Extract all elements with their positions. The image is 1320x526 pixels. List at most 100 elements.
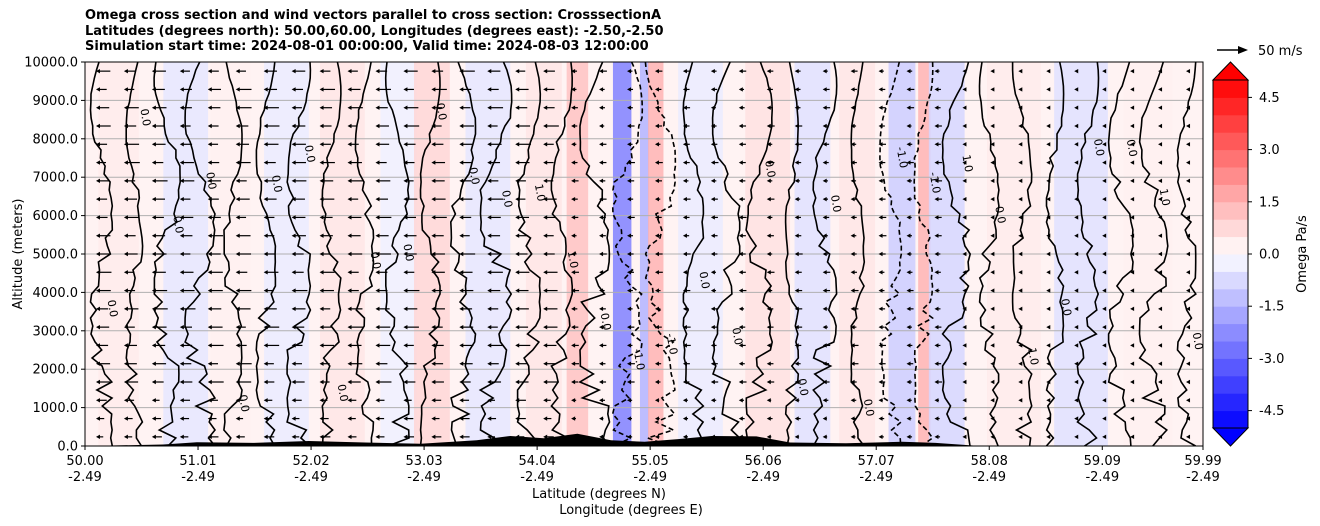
wind-vector-head	[794, 251, 799, 257]
wind-vector-head	[319, 105, 324, 110]
wind-vector-head	[738, 379, 743, 385]
wind-vector-head	[1130, 416, 1135, 421]
wind-vector-head	[934, 105, 939, 110]
wind-vector-head	[151, 306, 156, 312]
wind-vector-head	[179, 68, 184, 74]
wind-vector-head	[878, 398, 883, 403]
wind-vector-head	[1102, 215, 1107, 220]
wind-vector-head	[766, 160, 771, 165]
wind-vector-head	[850, 434, 855, 440]
contour-label: 1.0	[1157, 187, 1173, 206]
wind-vector-head	[459, 306, 464, 312]
y-tick-label: 5000.0	[33, 248, 79, 263]
wind-vector-head	[487, 251, 492, 257]
wind-vector-head	[571, 142, 576, 147]
wind-vector-head	[822, 251, 827, 257]
wind-vector-head	[934, 361, 939, 366]
wind-vector-head	[347, 196, 352, 202]
wind-vector-head	[1018, 288, 1023, 293]
wind-vector-head	[207, 196, 212, 202]
wind-vector-head	[1102, 416, 1107, 421]
wind-vector-head	[1046, 343, 1051, 348]
wind-vector-head	[1158, 160, 1163, 165]
wind-vector-head	[766, 68, 771, 74]
x-tick-label-lat: 58.08	[971, 454, 1008, 469]
wind-vector-head	[403, 233, 408, 238]
wind-vector-head	[151, 87, 156, 92]
wind-vector-head	[850, 142, 855, 147]
wind-vector-head	[627, 306, 632, 312]
wind-vector-head	[207, 178, 212, 184]
wind-vector-head	[1130, 324, 1135, 330]
wind-vector-head	[95, 68, 100, 74]
wind-vector-head	[878, 270, 883, 275]
wind-vector-head	[1102, 398, 1107, 403]
wind-vector-head	[654, 434, 659, 440]
wind-vector-head	[459, 343, 464, 348]
wind-vector-head	[207, 105, 212, 110]
wind-vector-head	[179, 398, 184, 403]
wind-vector-head	[459, 178, 464, 184]
wind-vector-head	[990, 160, 995, 165]
wind-vector-head	[263, 68, 268, 74]
wind-vector-head	[934, 398, 939, 403]
wind-vector-head	[179, 123, 184, 129]
wind-vector-head	[375, 251, 380, 257]
wind-vector-head	[571, 233, 576, 238]
wind-vector-head	[1130, 288, 1135, 293]
wind-vector-head	[347, 270, 352, 275]
contour-line	[255, 62, 277, 446]
wind-vector-head	[95, 87, 100, 92]
wind-vector-head	[962, 178, 967, 184]
wind-vector-head	[431, 215, 436, 220]
x-tick-label-lat: 57.07	[858, 454, 895, 469]
wind-vector-head	[794, 178, 799, 184]
wind-vector-head	[1074, 416, 1079, 421]
wind-vector-head	[95, 105, 100, 110]
wind-vector-head	[934, 87, 939, 92]
wind-vector-head	[235, 434, 240, 440]
wind-vector-head	[291, 343, 296, 348]
wind-vector-head	[263, 361, 268, 366]
wind-vector-head	[207, 398, 212, 403]
wind-vector-head	[95, 324, 100, 330]
wind-vector-head	[878, 87, 883, 92]
wind-vector-head	[571, 343, 576, 348]
wind-vector-head	[487, 343, 492, 348]
wind-vector-head	[179, 233, 184, 238]
wind-vector-head	[878, 68, 883, 74]
wind-vector-head	[347, 361, 352, 366]
x-tick-label-lon: -2.49	[68, 470, 102, 485]
wind-vector-head	[1018, 434, 1023, 440]
wind-vector-head	[850, 178, 855, 184]
wind-vector-head	[291, 324, 296, 330]
x-tick-label-lon: -2.49	[294, 470, 328, 485]
wind-vector-head	[515, 87, 520, 92]
wind-vector-head	[179, 379, 184, 385]
wind-vector-head	[263, 178, 268, 184]
wind-vector-head	[627, 324, 632, 330]
wind-vector-head	[599, 288, 604, 293]
wind-vector-head	[263, 434, 268, 440]
wind-vector-head	[906, 379, 911, 385]
wind-vector-head	[1102, 251, 1107, 257]
wind-vector-head	[627, 123, 632, 129]
wind-vector-head	[822, 324, 827, 330]
wind-vector-head	[766, 178, 771, 184]
wind-vector-head	[1130, 233, 1135, 238]
wind-vector-head	[515, 379, 520, 385]
wind-vector-head	[123, 324, 128, 330]
wind-vector-head	[347, 324, 352, 330]
wind-vector-head	[990, 196, 995, 202]
wind-vector-head	[207, 68, 212, 74]
wind-vector-head	[934, 123, 939, 129]
wind-vector-head	[710, 306, 715, 312]
wind-vector-head	[431, 398, 436, 403]
wind-vector-head	[347, 416, 352, 421]
wind-vector-head	[1186, 178, 1191, 184]
wind-vector-head	[291, 68, 296, 74]
wind-vector-head	[822, 306, 827, 312]
colorbar-tick-label: 0.0	[1259, 248, 1280, 263]
y-tick-label: 1000.0	[33, 401, 79, 416]
wind-vector-head	[319, 306, 324, 312]
